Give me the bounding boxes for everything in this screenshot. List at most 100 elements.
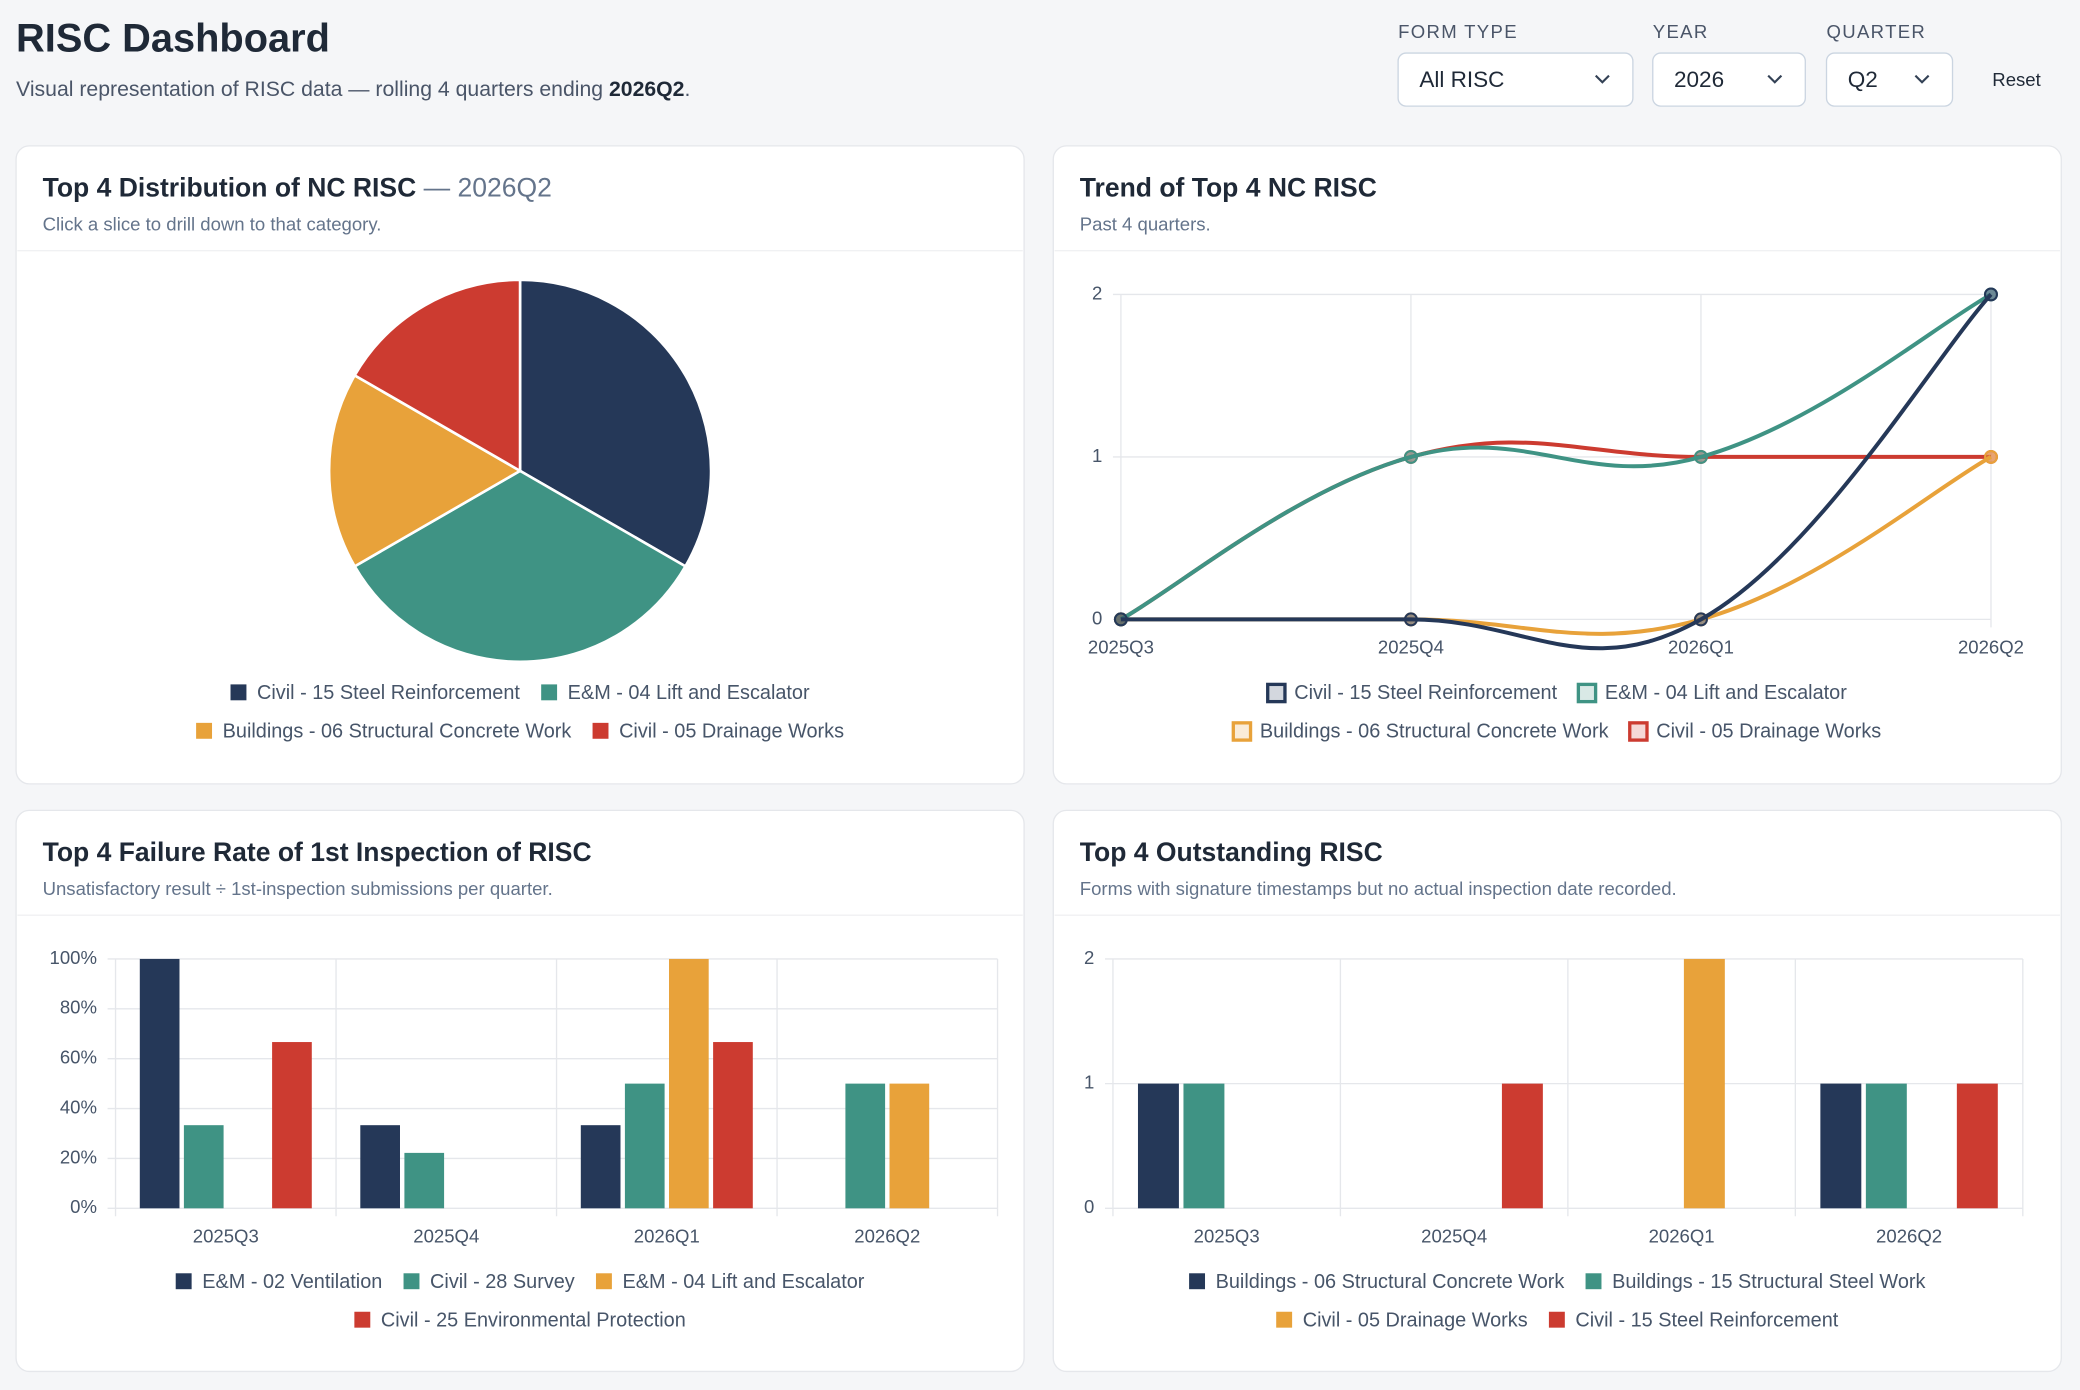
card-subtitle: Forms with signature timestamps but no a… <box>1080 878 1677 899</box>
filter-select[interactable] <box>1397 52 1634 107</box>
legend-swatch <box>1276 1311 1293 1328</box>
card-subtitle: Past 4 quarters. <box>1080 213 1211 234</box>
legend-swatch <box>1585 1273 1602 1290</box>
card <box>1052 145 2062 785</box>
x-tick-label: 2026Q2 <box>1876 1225 1942 1246</box>
bar <box>404 1152 445 1209</box>
x-tick-label: 2025Q4 <box>413 1225 479 1246</box>
pie-slice[interactable] <box>352 469 688 664</box>
x-tick-label: 2026Q2 <box>1958 636 2024 657</box>
filter-value[interactable]: Q2 <box>1848 67 1878 92</box>
line-series <box>1120 293 1993 651</box>
title-text: Top 4 Outstanding RISC <box>1080 837 1383 867</box>
chevron <box>1594 74 1610 84</box>
y-tick-label: 0 <box>1092 607 1102 628</box>
line-point <box>1984 449 1998 464</box>
line-point <box>1403 612 1418 627</box>
legend-swatch <box>1189 1273 1206 1290</box>
y-tick-label: 80% <box>60 997 97 1018</box>
legend-swatch <box>354 1311 371 1328</box>
legend-label: Civil - 15 Steel Reinforcement <box>257 682 520 704</box>
card-title: Trend of Top 4 NC RISC <box>1080 173 1377 203</box>
legend-label: Buildings - 06 Structural Concrete Work <box>223 720 572 742</box>
y-tick-label: 2 <box>1084 947 1094 968</box>
card-subtitle: Click a slice to drill down to that cate… <box>43 213 382 234</box>
filter-label: QUARTER <box>1827 21 1927 42</box>
x-tick-label: 2025Q3 <box>1194 1225 1260 1246</box>
legend-swatch <box>196 722 213 739</box>
legend-label: Civil - 28 Survey <box>430 1271 575 1293</box>
bar <box>1137 1083 1179 1209</box>
line-point <box>1693 612 1708 627</box>
y-tick-label: 2 <box>1092 282 1102 303</box>
filter-value[interactable]: All RISC <box>1419 67 1504 92</box>
bar <box>1865 1083 1907 1209</box>
legend-label: Civil - 05 Drainage Works <box>1303 1309 1528 1331</box>
legend-swatch <box>1628 721 1649 742</box>
filter-select[interactable] <box>1652 52 1806 107</box>
legend-swatch <box>1266 682 1287 704</box>
filter-label: FORM TYPE <box>1398 21 1518 42</box>
pie-slice[interactable] <box>327 373 523 569</box>
filter-value[interactable]: 2026 <box>1674 67 1724 92</box>
pie-slice[interactable] <box>352 278 522 474</box>
legend-label: Civil - 25 Environmental Protection <box>381 1309 686 1331</box>
legend-label: Civil - 05 Drainage Works <box>1656 720 1881 742</box>
line-point <box>1693 449 1708 464</box>
filter-select[interactable] <box>1825 52 1954 107</box>
bar <box>624 1083 665 1209</box>
legend-label: Civil - 05 Drainage Works <box>619 720 844 742</box>
bar <box>713 1042 753 1209</box>
page-title: RISC Dashboard <box>16 17 330 61</box>
y-tick-label: 20% <box>60 1146 97 1167</box>
filter-label: YEAR <box>1653 21 1709 42</box>
y-tick-label: 1 <box>1084 1072 1094 1093</box>
legend-swatch <box>541 684 558 701</box>
card-title: Top 4 Outstanding RISC <box>1080 837 1383 867</box>
legend-swatch <box>403 1273 420 1290</box>
legend-label: Civil - 15 Steel Reinforcement <box>1294 682 1557 704</box>
title-text: Top 4 Distribution of NC RISC <box>43 173 417 203</box>
line-point <box>1113 612 1128 627</box>
subtitle-end: . <box>684 78 690 101</box>
legend-swatch <box>1548 1311 1565 1328</box>
y-tick-label: 0% <box>70 1196 97 1217</box>
x-tick-label: 2025Q3 <box>193 1225 259 1246</box>
bar <box>183 1125 224 1209</box>
x-tick-label: 2025Q3 <box>1088 636 1154 657</box>
reset-button[interactable]: Reset <box>1992 69 2041 90</box>
x-tick-label: 2025Q4 <box>1421 1225 1487 1246</box>
legend-label: Buildings - 06 Structural Concrete Work <box>1260 720 1609 742</box>
chevron <box>1914 74 1930 84</box>
bar <box>845 1083 886 1209</box>
legend-swatch <box>1231 721 1253 742</box>
bar <box>889 1083 930 1209</box>
x-tick-label: 2026Q1 <box>634 1225 700 1246</box>
legend-label: Buildings - 15 Structural Steel Work <box>1612 1271 1925 1293</box>
legend-label: Civil - 15 Steel Reinforcement <box>1575 1309 1838 1331</box>
bar <box>1183 1083 1225 1209</box>
bar <box>360 1125 400 1209</box>
bar <box>669 958 709 1209</box>
x-tick-label: 2026Q2 <box>854 1225 920 1246</box>
bar <box>1501 1083 1543 1209</box>
subtitle-period: 2026Q2 <box>609 78 685 101</box>
chevron <box>1767 74 1783 84</box>
legend-label: E&M - 04 Lift and Escalator <box>1605 682 1847 704</box>
y-tick-label: 1 <box>1092 445 1102 466</box>
line-point <box>1403 449 1418 464</box>
x-tick-label: 2026Q1 <box>1649 1225 1715 1246</box>
bar <box>1820 1083 1862 1209</box>
card-title: Top 4 Distribution of NC RISC — 2026Q2 <box>43 173 552 203</box>
line-series <box>1119 292 1992 622</box>
bar <box>272 1042 312 1209</box>
legend-label: E&M - 04 Lift and Escalator <box>568 682 810 704</box>
legend-label: E&M - 02 Ventilation <box>202 1271 382 1293</box>
y-tick-label: 60% <box>60 1047 97 1068</box>
pie-slice[interactable] <box>518 278 713 569</box>
line-point <box>1984 287 1998 302</box>
subtitle-text: Visual representation of RISC data — rol… <box>16 78 609 101</box>
y-tick-label: 0 <box>1084 1196 1094 1217</box>
